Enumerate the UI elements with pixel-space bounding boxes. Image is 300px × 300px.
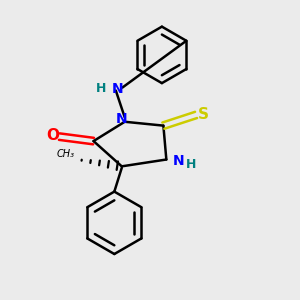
Text: S: S bbox=[198, 107, 209, 122]
Text: N: N bbox=[112, 82, 123, 96]
Text: N: N bbox=[173, 154, 184, 168]
Text: CH₃: CH₃ bbox=[56, 148, 74, 159]
Text: H: H bbox=[185, 158, 196, 171]
Text: N: N bbox=[116, 112, 128, 126]
Text: H: H bbox=[96, 82, 107, 95]
Text: O: O bbox=[46, 128, 59, 142]
